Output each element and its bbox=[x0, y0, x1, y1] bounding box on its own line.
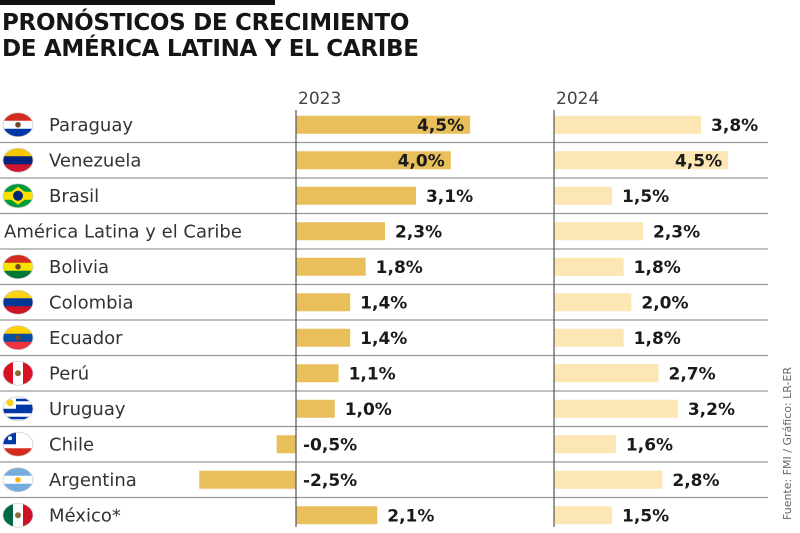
row-separators bbox=[0, 141, 768, 499]
value-label-2024: 1,5% bbox=[622, 187, 669, 207]
category-label: Brasil bbox=[49, 186, 99, 207]
value-label-2024: 2,0% bbox=[641, 293, 688, 313]
venezuela-flag-icon bbox=[2, 147, 34, 173]
uruguay-flag-icon bbox=[2, 396, 34, 422]
chart-title: PRONÓSTICOS DE CRECIMIENTO DE AMÉRICA LA… bbox=[2, 10, 419, 62]
peru-flag-icon bbox=[2, 360, 34, 386]
bar-2023 bbox=[296, 293, 351, 312]
category-label: Bolivia bbox=[49, 257, 109, 278]
bar-2024 bbox=[554, 328, 624, 347]
value-label-2023: 1,4% bbox=[360, 329, 407, 349]
bar-2023 bbox=[296, 257, 366, 276]
bar-2024 bbox=[554, 435, 616, 454]
bar-2024 bbox=[554, 293, 632, 312]
value-label-2023: 1,8% bbox=[376, 258, 423, 278]
bar-2024 bbox=[554, 222, 644, 241]
brasil-flag-icon bbox=[2, 183, 34, 209]
value-label-2024: 2,3% bbox=[653, 222, 700, 242]
bar-2024 bbox=[554, 506, 613, 525]
bar-2023 bbox=[296, 328, 351, 347]
value-label-2023: 2,3% bbox=[395, 222, 442, 242]
value-label-2024: 1,8% bbox=[634, 258, 681, 278]
paraguay-flag-icon bbox=[2, 112, 34, 138]
value-label-2024: 1,6% bbox=[626, 435, 673, 455]
bar-2023 bbox=[296, 222, 386, 241]
year-header-2023: 2023 bbox=[298, 89, 341, 109]
category-label: Uruguay bbox=[49, 399, 126, 420]
bar-2023 bbox=[296, 364, 339, 383]
bar-2024 bbox=[554, 115, 702, 134]
bar-2023 bbox=[296, 115, 471, 134]
value-label-2023: -2,5% bbox=[303, 471, 357, 491]
value-label-2024: 4,5% bbox=[675, 151, 722, 171]
value-label-2023: 4,0% bbox=[398, 151, 445, 171]
value-label-2024: 1,8% bbox=[634, 329, 681, 349]
bar-2024 bbox=[554, 186, 613, 205]
category-label: Venezuela bbox=[49, 150, 141, 171]
bar-2023 bbox=[296, 399, 335, 418]
category-label: Paraguay bbox=[49, 115, 133, 136]
year-header-2024: 2024 bbox=[556, 89, 599, 109]
chart-title-line-1: PRONÓSTICOS DE CRECIMIENTO bbox=[2, 10, 410, 36]
bar-2023 bbox=[276, 435, 296, 454]
bar-2024 bbox=[554, 470, 663, 489]
mexico-flag-icon bbox=[2, 502, 34, 528]
category-label: América Latina y el Caribe bbox=[4, 221, 242, 242]
bar-2024 bbox=[554, 364, 659, 383]
bar-2023 bbox=[199, 470, 296, 489]
bar-2024 bbox=[554, 257, 624, 276]
value-label-2024: 3,2% bbox=[688, 400, 735, 420]
category-label: Argentina bbox=[49, 470, 137, 491]
category-label: Ecuador bbox=[49, 328, 123, 349]
value-label-2023: 1,0% bbox=[345, 400, 392, 420]
title-rule bbox=[0, 0, 275, 5]
value-label-2023: 3,1% bbox=[426, 187, 473, 207]
value-label-2023: 1,4% bbox=[360, 293, 407, 313]
category-label: Chile bbox=[49, 434, 94, 455]
value-label-2023: -0,5% bbox=[303, 435, 357, 455]
bar-2023 bbox=[296, 186, 416, 205]
bar-2023 bbox=[296, 506, 378, 525]
chart-title-line-2: DE AMÉRICA LATINA Y EL CARIBE bbox=[2, 36, 419, 62]
argentina-flag-icon bbox=[2, 467, 34, 493]
source-note: Fuente: FMI / Gráfico: LR-ER bbox=[781, 366, 794, 520]
axes bbox=[295, 110, 555, 527]
value-label-2023: 4,5% bbox=[417, 116, 464, 136]
ecuador-flag-icon bbox=[2, 325, 34, 351]
bars bbox=[199, 115, 729, 525]
category-label: Perú bbox=[49, 363, 89, 384]
bar-2023 bbox=[296, 151, 451, 170]
value-label-2024: 3,8% bbox=[711, 116, 758, 136]
chile-flag-icon bbox=[2, 431, 34, 457]
labels: 2023 2024 Paraguay 4,5% 3,8% Venezuela 4,0% 4,5… bbox=[2, 89, 758, 528]
category-label: México* bbox=[49, 505, 121, 526]
value-label-2024: 2,7% bbox=[668, 364, 715, 384]
colombia-flag-icon bbox=[2, 289, 34, 315]
bar-2024 bbox=[554, 151, 729, 170]
value-label-2024: 2,8% bbox=[672, 471, 719, 491]
bar-2024 bbox=[554, 399, 678, 418]
value-label-2024: 1,5% bbox=[622, 506, 669, 526]
category-label: Colombia bbox=[49, 292, 134, 313]
bolivia-flag-icon bbox=[2, 254, 34, 280]
value-label-2023: 2,1% bbox=[387, 506, 434, 526]
value-label-2023: 1,1% bbox=[349, 364, 396, 384]
